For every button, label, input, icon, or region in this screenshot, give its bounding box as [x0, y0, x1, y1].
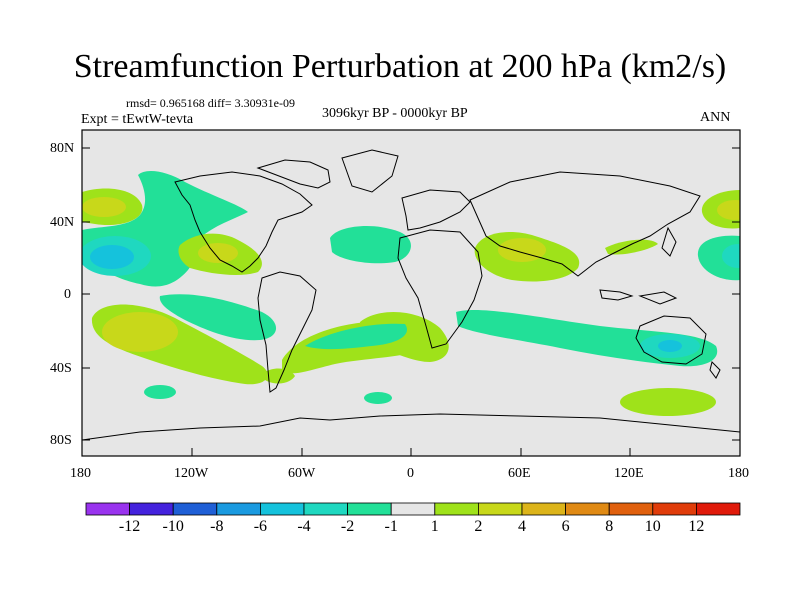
- contour-fields: [82, 170, 740, 416]
- colorbar-label: 10: [644, 518, 661, 535]
- colorbar-label: 8: [605, 518, 614, 535]
- colorbar-swatch: [477, 502, 523, 516]
- colorbar-label: 4: [518, 518, 526, 535]
- colorbar-swatch: [608, 502, 654, 516]
- colorbar-label: -12: [118, 518, 141, 535]
- colorbar-swatch: [85, 502, 130, 516]
- lon-tick-label: 0: [407, 466, 414, 481]
- colorbar-label: -2: [340, 518, 355, 535]
- lat-tick-label: 40N: [50, 215, 75, 230]
- colorbar-swatch: [696, 502, 741, 516]
- lon-tick-label: 180: [728, 466, 749, 481]
- experiment-label: Expt = tEwtW-tevta: [81, 112, 194, 127]
- colorbar-swatch: [390, 502, 436, 516]
- colorbar-label: 6: [561, 518, 570, 535]
- colorbar-label: 2: [474, 518, 483, 535]
- colorbar-swatch: [172, 502, 218, 516]
- lon-tick-label: 60W: [288, 466, 316, 481]
- colorbar-swatch: [434, 502, 479, 516]
- colorbar-swatch: [259, 502, 305, 516]
- lon-tick-label: 120W: [174, 466, 209, 481]
- colorbar-label: -4: [297, 518, 311, 535]
- colorbar-swatch: [303, 502, 348, 516]
- colorbar-label: 12: [688, 518, 705, 535]
- colorbar-swatch: [652, 502, 697, 516]
- axis-ticks: [81, 147, 741, 456]
- lon-tick-label: 60E: [508, 466, 531, 481]
- colorbar-label: 1: [430, 518, 439, 535]
- lon-tick-label: 120E: [614, 466, 644, 481]
- period-label: 3096kyr BP - 0000kyr BP: [322, 106, 468, 121]
- season-label: ANN: [700, 110, 731, 125]
- lat-tick-label: 80N: [50, 141, 75, 156]
- colorbar-label: -8: [210, 518, 224, 535]
- colorbar: [85, 502, 741, 516]
- colorbar-swatch: [565, 502, 610, 516]
- coastlines: [82, 149, 740, 441]
- colorbar-label: -10: [162, 518, 184, 535]
- lon-tick-label: 180: [70, 466, 91, 481]
- colorbar-swatch: [521, 502, 566, 516]
- lat-tick-label: 40S: [50, 361, 72, 376]
- lat-tick-label: 0: [64, 287, 71, 302]
- stats-line: rmsd= 0.965168 diff= 3.30931e-09: [126, 96, 295, 110]
- colorbar-swatch: [347, 502, 392, 516]
- lat-tick-label: 80S: [50, 433, 72, 448]
- plot-title: Streamfunction Perturbation at 200 hPa (…: [73, 48, 727, 85]
- colorbar-swatch: [129, 502, 174, 516]
- colorbar-swatch: [216, 502, 261, 516]
- colorbar-label: -1: [384, 518, 398, 535]
- colorbar-label: -6: [253, 518, 268, 535]
